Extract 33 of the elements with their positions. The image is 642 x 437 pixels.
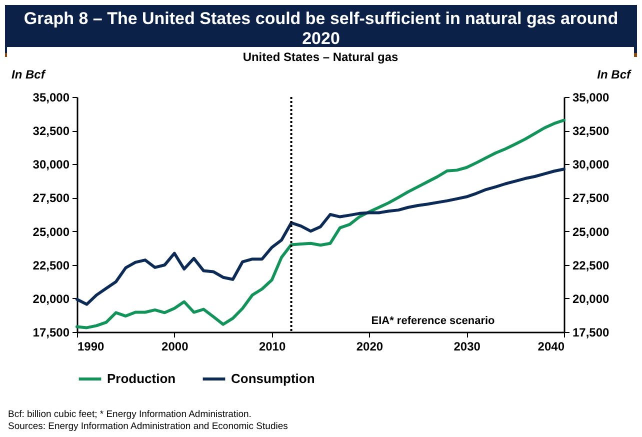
chart-subtitle: United States – Natural gas [242, 50, 399, 64]
x-tick-label: 1990 [78, 340, 105, 354]
text: Bcf: billion cubic feet; * Energy Information Administration. [8, 409, 252, 421]
chart-title: Graph 8 – The United States could be self-sufficient in natural gas around 2020 [24, 9, 618, 48]
y-tick-label: 22,500 [32, 258, 70, 272]
x-tick-label: 2010 [258, 340, 286, 354]
y-tick-label: 30,000 [32, 158, 70, 172]
source-note: Sources: Energy Information Administration and Economic Studies [8, 421, 288, 433]
y2-axis-title: In Bcf [597, 68, 632, 82]
y-axis-title: In Bcf [12, 68, 46, 82]
y-tick-label: 20,000 [32, 292, 70, 306]
annotation: EIA* reference scenario [371, 315, 496, 327]
y-tick-label: 25,000 [32, 224, 70, 239]
y-tick-label: 27,500 [32, 191, 70, 206]
y2-tick-label: 20,000 [572, 292, 610, 306]
y2-tick-label: 17,500 [572, 326, 610, 340]
y-tick-label: 32,500 [32, 124, 70, 138]
y2-tick-label: 32,500 [572, 124, 610, 138]
y-tick-label: 35,000 [32, 90, 70, 104]
y2-tick-label: 35,000 [572, 90, 610, 104]
legend-label: Consumption [231, 371, 315, 386]
y2-tick-label: 22,500 [572, 258, 610, 272]
y2-tick-label: 27,500 [572, 191, 610, 206]
x-tick-label: 2000 [162, 340, 189, 354]
line-series [76, 118, 566, 330]
y2-tick-label: 25,000 [572, 224, 610, 239]
y-tick-label: 17,500 [32, 326, 70, 340]
x-tick-label: 2040 [538, 340, 565, 354]
line-series [76, 168, 566, 306]
legend-label: Production [107, 371, 176, 386]
y2-tick-label: 30,000 [572, 158, 610, 172]
x-tick-label: 2030 [454, 340, 481, 354]
x-tick-label: 2020 [356, 340, 384, 354]
